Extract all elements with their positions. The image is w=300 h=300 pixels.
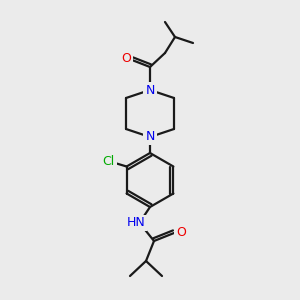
Text: O: O <box>121 52 131 65</box>
Text: O: O <box>176 226 186 238</box>
Text: N: N <box>145 130 155 143</box>
Text: Cl: Cl <box>103 155 115 168</box>
Text: N: N <box>145 83 155 97</box>
Text: HN: HN <box>127 217 146 230</box>
